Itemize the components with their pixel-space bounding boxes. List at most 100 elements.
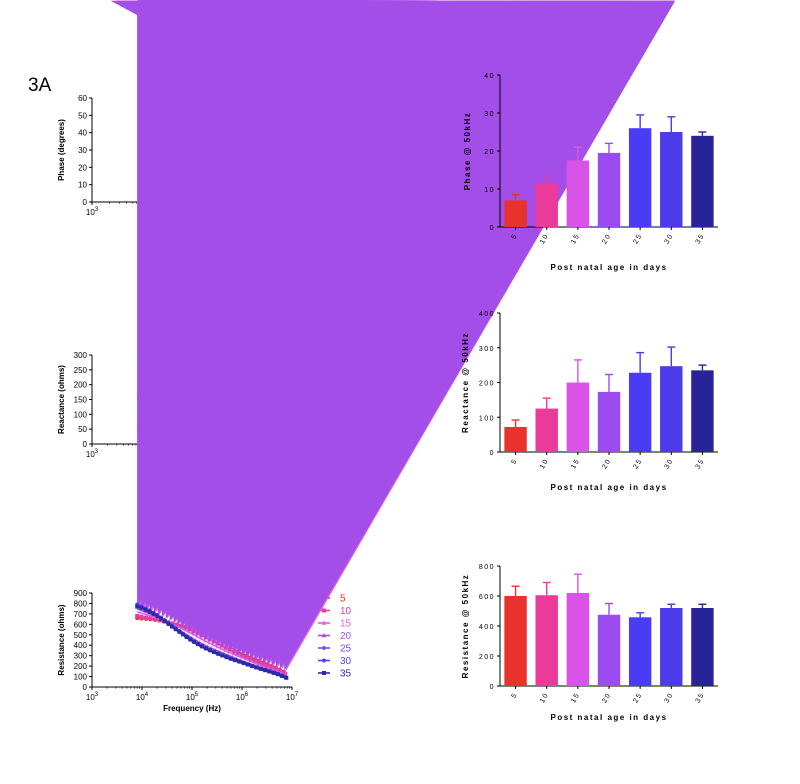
- reactance-bar-chart: 0 100 200 300 400 5 10 15 20 25 30 35 Post natal age…: [461, 311, 718, 492]
- data-point: [260, 662, 265, 666]
- bar-15: [566, 160, 590, 227]
- x-tick-label: 15: [570, 233, 581, 246]
- data-point: [263, 668, 268, 673]
- data-point: [247, 657, 252, 662]
- x-tick-label: 20: [601, 233, 612, 246]
- legend-marker-25: [321, 645, 327, 651]
- data-point: [254, 665, 259, 670]
- y-tick-label: 10: [78, 181, 87, 190]
- series-markers-35: [135, 604, 289, 680]
- y-tick-label: 0: [490, 450, 495, 457]
- y-tick-label: 60: [78, 94, 87, 103]
- data-point: [170, 624, 175, 629]
- y-tick-label: 50: [78, 425, 87, 434]
- data-point: [212, 650, 217, 655]
- y-tick-label: 600: [479, 594, 495, 601]
- bar-20: [597, 391, 621, 452]
- y-tick-label: 40: [484, 73, 495, 80]
- y-tick-label: 50: [78, 111, 87, 120]
- x-tick-label: 103: [86, 207, 99, 217]
- y-tick-label: 100: [479, 415, 495, 422]
- x-axis-title: Post natal age in days: [550, 263, 667, 272]
- x-tick-label: 30: [664, 458, 675, 471]
- data-point: [166, 621, 171, 626]
- x-tick-label: 30: [664, 233, 675, 246]
- data-point: [280, 674, 285, 678]
- data-point: [246, 662, 251, 667]
- legend-label-30: 30: [340, 656, 352, 667]
- x-tick-label: 5: [511, 692, 520, 700]
- x-tick-label: 15: [570, 458, 581, 471]
- data-point: [256, 660, 261, 665]
- y-tick-label: 700: [74, 610, 88, 619]
- x-tick-label: 10: [539, 458, 550, 471]
- y-tick-label: 200: [479, 654, 495, 661]
- y-tick-label: 500: [74, 631, 88, 640]
- bar-30: [660, 132, 683, 227]
- y-tick-label: 10: [484, 187, 495, 194]
- y-tick-label: 800: [479, 564, 495, 571]
- x-tick-label: 103: [86, 449, 99, 459]
- x-tick-label: 103: [86, 692, 99, 702]
- y-tick-label: 0: [490, 684, 495, 691]
- data-point: [192, 639, 197, 644]
- data-point: [151, 611, 156, 616]
- bar-30: [660, 608, 683, 686]
- legend-label-15: 15: [340, 619, 352, 630]
- bar-15: [566, 593, 590, 686]
- y-tick-label: 200: [74, 662, 88, 671]
- data-point: [188, 637, 193, 642]
- legend-label-35: 35: [340, 669, 352, 680]
- charts-group: Phase0102030405060103104105106107Frequen…: [57, 0, 718, 722]
- legend-marker-35: [322, 671, 326, 675]
- bar-5: [504, 596, 527, 686]
- data-point: [177, 629, 182, 634]
- data-point: [184, 635, 189, 639]
- x-tick-label: 105: [186, 692, 199, 702]
- bar-10: [535, 183, 558, 227]
- bar-20: [597, 614, 621, 686]
- data-point: [258, 666, 263, 671]
- x-tick-label: 10: [539, 692, 550, 705]
- series-line-15: [136, 611, 288, 677]
- y-axis-title: Reactance (ohms): [57, 365, 66, 434]
- x-tick-label: 25: [632, 233, 643, 246]
- data-point: [178, 624, 183, 629]
- data-point: [139, 614, 144, 619]
- data-point: [237, 659, 242, 664]
- bar-35: [691, 370, 714, 452]
- x-tick-label: 25: [632, 692, 643, 705]
- y-tick-label: 300: [74, 351, 88, 360]
- data-point: [284, 675, 289, 680]
- x-tick-label: 20: [601, 458, 612, 471]
- data-point: [208, 648, 213, 653]
- y-tick-label: 0: [83, 683, 88, 692]
- x-tick-label: 25: [632, 458, 643, 471]
- data-point: [196, 642, 201, 647]
- y-axis-title: Resistance (ohms): [57, 604, 66, 675]
- y-tick-label: 200: [74, 381, 88, 390]
- x-axis-title: Post natal age in days: [550, 483, 667, 492]
- data-point: [250, 664, 255, 669]
- bar-35: [691, 608, 714, 686]
- y-axis-title: Resistance @ 50kHz: [461, 574, 470, 679]
- x-tick-label: 106: [236, 692, 249, 702]
- series-markers-20: [134, 0, 676, 676]
- data-point: [224, 655, 229, 660]
- data-point: [276, 672, 280, 677]
- x-axis-title: Frequency (Hz): [163, 704, 221, 713]
- y-tick-label: 30: [484, 111, 495, 118]
- y-tick-label: 400: [479, 311, 495, 318]
- y-axis-title: Phase (degrees): [57, 119, 66, 181]
- data-point: [267, 669, 272, 674]
- x-tick-label: 104: [136, 692, 149, 702]
- y-tick-label: 150: [74, 396, 88, 405]
- legend-marker-10: [322, 608, 326, 613]
- bar-5: [504, 200, 527, 227]
- y-tick-label: 0: [490, 225, 495, 232]
- x-axis-title: Post natal age in days: [550, 713, 667, 722]
- data-point: [204, 646, 209, 651]
- y-tick-label: 200: [479, 381, 495, 388]
- data-point: [135, 614, 140, 618]
